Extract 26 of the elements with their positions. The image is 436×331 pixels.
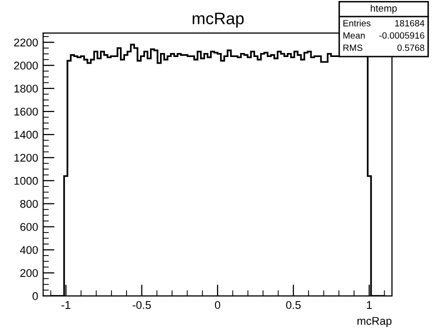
x-tick-label: 0: [214, 301, 220, 309]
y-tick-label: 1000: [14, 176, 38, 185]
x-axis-title: mcRap: [358, 317, 392, 328]
annotation: -0.0005916: [379, 32, 424, 39]
y-tick-label: 1600: [14, 108, 38, 116]
y-tick-label: 0: [32, 292, 38, 300]
y-tick-label: 200: [20, 269, 38, 277]
text: htemp: [370, 4, 397, 14]
y-tick-label: 2200: [14, 38, 38, 46]
y-tick-label: 600: [20, 223, 38, 231]
y-tick-label: 400: [20, 246, 38, 254]
chart-title: mcRap: [192, 12, 244, 28]
y-tick-label: 1800: [14, 84, 38, 93]
x-tick-label: 1: [366, 301, 372, 309]
text: 181684: [395, 20, 424, 26]
y-tick-label: 2000: [14, 62, 38, 70]
x-tick-label: 0.5: [286, 301, 301, 309]
text: Entries: [343, 20, 370, 26]
text: 0.5768: [397, 44, 424, 51]
y-tick-label: 1200: [14, 154, 38, 162]
y-tick-label: 1400: [14, 130, 38, 139]
annotation: RMS: [343, 44, 362, 51]
annotation: Mean: [343, 32, 365, 39]
x-tick-label: -0.5: [132, 301, 151, 309]
x-tick-label: -1: [61, 301, 70, 309]
y-tick-label: 800: [20, 200, 38, 208]
